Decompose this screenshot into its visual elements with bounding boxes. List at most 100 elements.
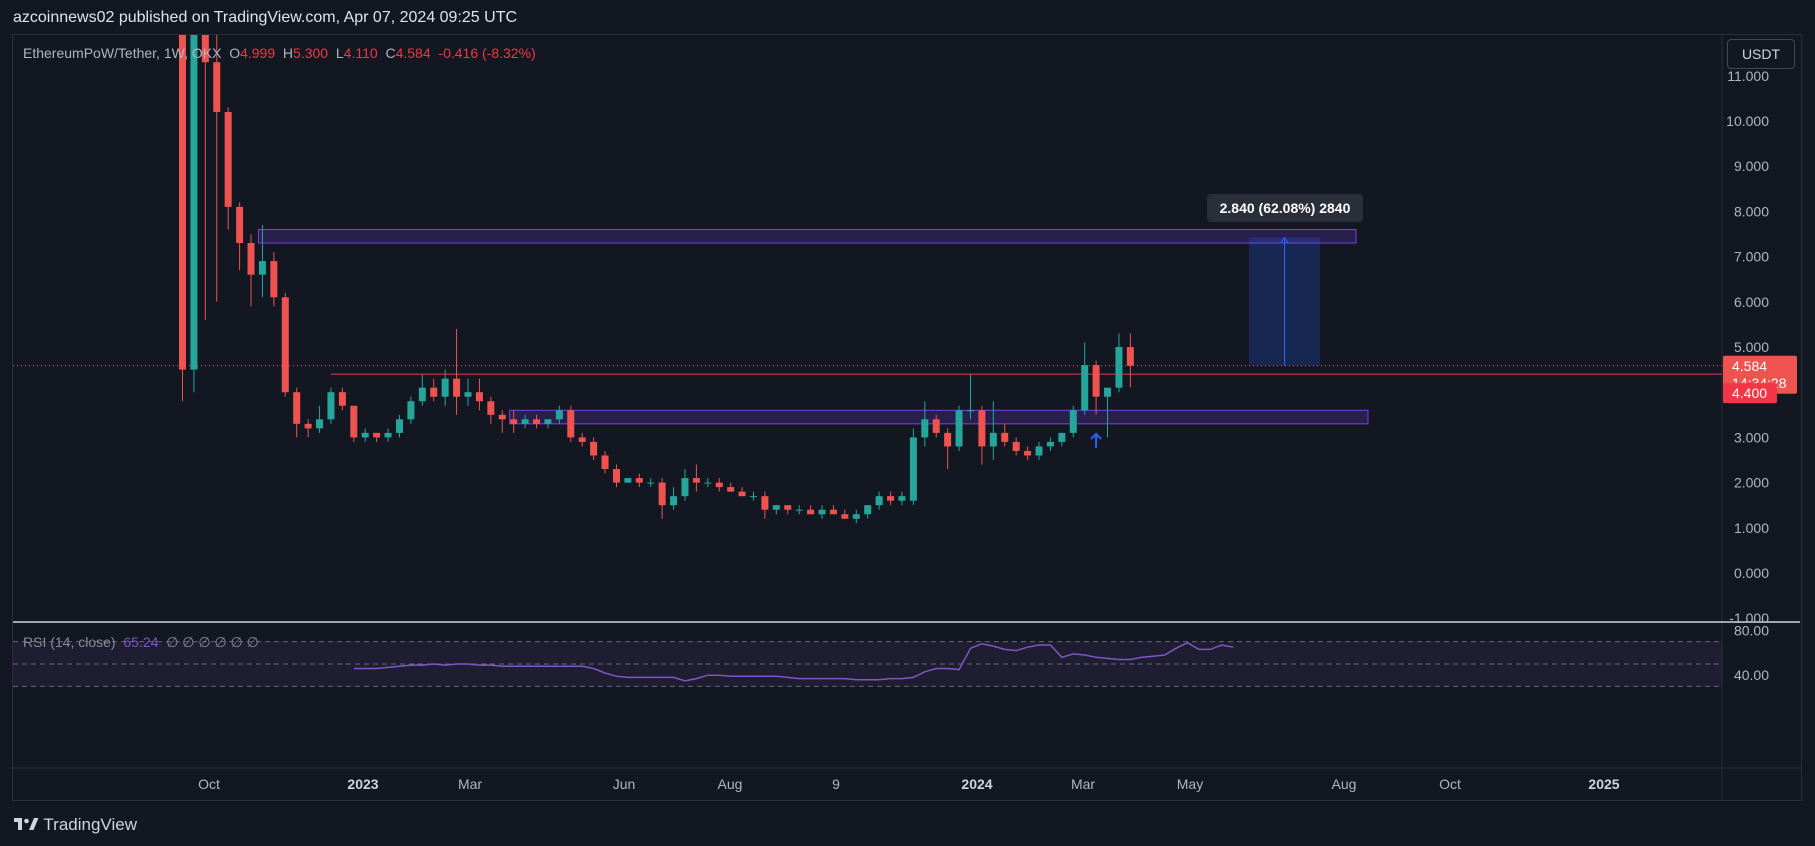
candle-body	[316, 419, 324, 429]
candle-body	[464, 392, 472, 397]
candle-body	[681, 478, 689, 497]
tradingview-logo-icon	[14, 818, 39, 830]
candle-body	[635, 478, 643, 483]
candle-body	[852, 514, 860, 519]
last-price-label: 4.584	[1732, 358, 1767, 374]
candle-body	[487, 401, 495, 415]
y-tick-label: 1.000	[1734, 520, 1769, 536]
candle-body	[807, 509, 815, 515]
y-tick-label: -1.000	[1729, 610, 1769, 626]
candle-body	[361, 432, 369, 438]
symbol-name[interactable]: EthereumPoW/Tether, 1W, OKX	[23, 45, 222, 61]
candle-body	[407, 401, 415, 420]
candle-body	[727, 487, 735, 492]
tradingview-logo: TradingView	[13, 814, 137, 835]
x-tick-label: Mar	[1071, 776, 1095, 792]
currency-button[interactable]: USDT	[1727, 39, 1795, 69]
candle-body	[647, 482, 655, 484]
candle-body	[430, 387, 438, 397]
candle-body	[578, 437, 586, 442]
candle-body	[224, 111, 232, 207]
candle-body	[1115, 347, 1123, 388]
candle-body	[761, 496, 769, 510]
y-tick-label: 3.000	[1734, 429, 1769, 445]
rsi-name[interactable]: RSI (14, close)	[23, 634, 116, 650]
candle-body	[1024, 450, 1032, 456]
x-tick-label: 9	[832, 776, 840, 792]
candle-body	[384, 432, 392, 438]
x-tick-label: 2025	[1588, 776, 1619, 792]
candle-body	[1126, 347, 1134, 366]
y-tick-label: 11.000	[1727, 68, 1769, 84]
y-tick-label: 8.000	[1734, 203, 1769, 219]
candle-body	[670, 496, 678, 506]
candle-body	[567, 410, 575, 438]
candle-body	[715, 482, 723, 488]
candle-body	[841, 514, 849, 519]
candle-body	[270, 261, 278, 298]
candle-body	[247, 243, 255, 275]
candle-body	[281, 297, 289, 393]
buy-arrow-marker	[1090, 432, 1102, 448]
candle-body	[350, 405, 358, 438]
x-tick-label: Mar	[458, 776, 482, 792]
candle-body	[533, 419, 541, 424]
candle-body	[475, 392, 483, 402]
x-tick-label: Oct	[198, 776, 220, 792]
candle-body	[373, 432, 381, 438]
measure-label-box	[1207, 194, 1363, 222]
x-tick-label: 2023	[347, 776, 378, 792]
candle-body	[1046, 441, 1054, 447]
low-value: 4.110	[343, 45, 378, 61]
candle-body	[544, 419, 552, 424]
candle-body	[418, 387, 426, 402]
tradingview-brand: TradingView	[43, 815, 137, 834]
candle-body	[258, 261, 266, 275]
candle-body	[1058, 432, 1066, 442]
candle-body	[750, 496, 757, 498]
candle-body	[658, 482, 666, 506]
y-tick-label: 6.000	[1734, 294, 1769, 310]
candle-body	[498, 414, 506, 420]
y-tick-label: 7.000	[1734, 249, 1769, 265]
candle-body	[1035, 446, 1043, 456]
level-price-tag	[1723, 383, 1777, 404]
candle-body	[441, 378, 449, 397]
candle-body	[921, 419, 929, 438]
candle-body	[304, 423, 312, 429]
x-tick-label: May	[1177, 776, 1203, 792]
candle-body	[944, 432, 952, 447]
high-value: 5.300	[293, 45, 329, 61]
candle-body	[864, 505, 872, 515]
candle-body	[772, 505, 780, 510]
candle-body	[989, 432, 997, 447]
candle-body	[1012, 441, 1020, 451]
candle-body	[955, 410, 963, 447]
x-tick-label: Jun	[613, 776, 636, 792]
candle-body	[738, 491, 746, 497]
level-price-label: 4.400	[1732, 385, 1767, 401]
candle-body	[909, 437, 917, 501]
rsi-placeholders: ∅ ∅ ∅ ∅ ∅ ∅	[166, 634, 259, 650]
candle-body	[795, 509, 803, 511]
candle-body	[932, 419, 940, 433]
candle-body	[327, 392, 335, 420]
rsi-tick-label: 40.00	[1734, 667, 1769, 683]
candle-body	[692, 478, 700, 483]
measure-label: 2.840 (62.08%) 2840	[1220, 200, 1351, 216]
open-value: 4.999	[240, 45, 276, 61]
candle-body	[1081, 365, 1089, 411]
candle-body	[395, 419, 403, 433]
measure-arrowhead	[1280, 236, 1289, 244]
candle-body	[875, 496, 883, 506]
published-byline: azcoinnews02 published on TradingView.co…	[13, 9, 518, 26]
candle-body	[555, 410, 563, 420]
candle-body	[521, 419, 529, 424]
y-tick-label: 9.000	[1734, 158, 1769, 174]
x-tick-label: Oct	[1439, 776, 1461, 792]
candle-body	[1001, 432, 1009, 442]
candle-body	[601, 455, 609, 470]
symbol-legend: EthereumPoW/Tether, 1W, OKX O4.999 H5.30…	[23, 45, 536, 61]
candle-body	[898, 496, 906, 501]
